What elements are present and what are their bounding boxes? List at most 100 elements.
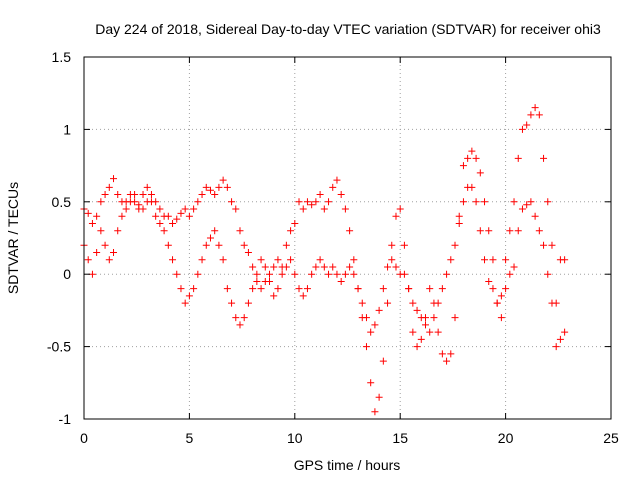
- data-point: [421, 321, 429, 329]
- data-point: [434, 328, 442, 336]
- data-point: [497, 314, 505, 322]
- data-point: [177, 285, 185, 293]
- data-point: [316, 256, 324, 264]
- data-point: [548, 299, 556, 307]
- data-point: [510, 263, 518, 271]
- data-point: [413, 306, 421, 314]
- data-point: [143, 183, 151, 191]
- data-point: [337, 277, 345, 285]
- data-point: [249, 285, 257, 293]
- data-point: [443, 270, 451, 278]
- y-tick-label: 0.5: [52, 194, 72, 210]
- data-point: [384, 299, 392, 307]
- data-point: [278, 270, 286, 278]
- data-point: [185, 212, 193, 220]
- data-point: [375, 306, 383, 314]
- data-marks: [80, 104, 569, 416]
- data-point: [540, 154, 548, 162]
- data-point: [447, 256, 455, 264]
- data-point: [287, 256, 295, 264]
- data-point: [506, 270, 514, 278]
- data-point: [236, 321, 244, 329]
- data-point: [219, 256, 227, 264]
- data-point: [97, 227, 105, 235]
- data-point: [97, 198, 105, 206]
- data-point: [244, 248, 252, 256]
- axis-ticks: [83, 56, 612, 420]
- data-point: [257, 285, 265, 293]
- x-tick-label: 20: [498, 430, 514, 446]
- data-point: [472, 154, 480, 162]
- data-point: [341, 205, 349, 213]
- data-point: [253, 277, 261, 285]
- data-point: [215, 241, 223, 249]
- data-point: [169, 220, 177, 228]
- data-point: [287, 227, 295, 235]
- data-point: [384, 263, 392, 271]
- data-point: [274, 285, 282, 293]
- data-point: [308, 270, 316, 278]
- data-point: [236, 227, 244, 235]
- data-point: [173, 215, 181, 223]
- data-point: [177, 209, 185, 217]
- data-point: [295, 198, 303, 206]
- y-tick-label: 1.5: [52, 49, 72, 65]
- data-point: [472, 198, 480, 206]
- data-point: [312, 263, 320, 271]
- data-point: [219, 176, 227, 184]
- data-point: [459, 198, 467, 206]
- data-point: [101, 191, 109, 199]
- data-point: [228, 198, 236, 206]
- x-axis-label: GPS time / hours: [294, 457, 401, 473]
- data-point: [282, 241, 290, 249]
- data-point: [535, 111, 543, 119]
- x-tick-label: 15: [392, 430, 408, 446]
- data-point: [358, 299, 366, 307]
- data-point: [228, 299, 236, 307]
- data-point: [417, 314, 425, 322]
- data-point: [333, 270, 341, 278]
- data-point: [105, 256, 113, 264]
- data-point: [552, 343, 560, 351]
- data-point: [544, 270, 552, 278]
- data-point: [510, 198, 518, 206]
- data-point: [261, 263, 269, 271]
- data-point: [531, 104, 539, 112]
- data-point: [266, 270, 274, 278]
- data-point: [122, 198, 130, 206]
- data-point: [426, 328, 434, 336]
- series-sdtvar-track-b: [80, 183, 569, 351]
- data-point: [240, 241, 248, 249]
- data-point: [476, 227, 484, 235]
- data-point: [346, 263, 354, 271]
- data-point: [160, 227, 168, 235]
- data-point: [270, 263, 278, 271]
- data-point: [434, 299, 442, 307]
- data-point: [544, 198, 552, 206]
- data-point: [181, 299, 189, 307]
- data-point: [527, 198, 535, 206]
- data-point: [481, 256, 489, 264]
- data-point: [362, 314, 370, 322]
- data-point: [164, 241, 172, 249]
- data-point: [118, 212, 126, 220]
- data-point: [211, 191, 219, 199]
- data-point: [147, 191, 155, 199]
- x-tick-label: 25: [603, 430, 619, 446]
- data-point: [190, 205, 198, 213]
- data-point: [485, 227, 493, 235]
- data-point: [190, 285, 198, 293]
- data-point: [232, 205, 240, 213]
- data-point: [282, 263, 290, 271]
- data-point: [88, 270, 96, 278]
- data-point: [333, 176, 341, 184]
- data-point: [211, 227, 219, 235]
- series-sdtvar-track-a: [80, 104, 569, 416]
- data-point: [147, 198, 155, 206]
- data-point: [451, 241, 459, 249]
- data-point: [194, 198, 202, 206]
- data-point: [291, 220, 299, 228]
- data-point: [131, 198, 139, 206]
- data-point: [371, 408, 379, 416]
- data-point: [514, 154, 522, 162]
